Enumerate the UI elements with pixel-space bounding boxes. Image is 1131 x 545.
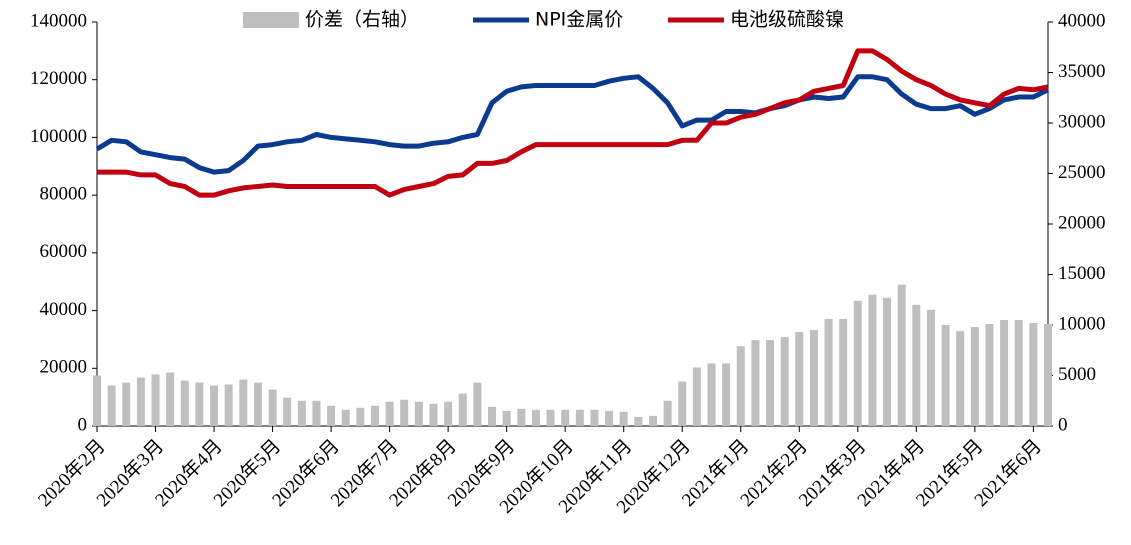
bar — [956, 331, 965, 426]
bar — [136, 377, 145, 426]
legend-label: 价差（右轴） — [305, 9, 419, 31]
y2-tick-label: 25000 — [1058, 162, 1106, 183]
legend-swatch — [243, 12, 299, 28]
bar — [824, 318, 833, 426]
bar — [868, 294, 877, 426]
bar — [692, 367, 701, 426]
bar — [297, 400, 306, 426]
y-tick-label: 20000 — [40, 357, 88, 378]
bar — [780, 337, 789, 426]
bar — [458, 393, 467, 426]
bar — [1000, 319, 1009, 426]
y2-tick-label: 0 — [1058, 414, 1068, 435]
bar — [1044, 323, 1052, 426]
bar — [268, 389, 277, 426]
y-tick-label: 40000 — [40, 299, 88, 320]
bar — [883, 297, 892, 426]
y2-tick-label: 5000 — [1058, 364, 1096, 385]
bar — [619, 411, 628, 426]
bar — [985, 323, 994, 426]
bar — [444, 401, 453, 426]
line — [97, 48, 1049, 198]
bar — [561, 409, 570, 426]
legend-label: NPI金属价 — [535, 9, 623, 31]
y2-tick-label: 20000 — [1058, 212, 1106, 233]
y2-tick-label: 40000 — [1058, 10, 1106, 31]
bar — [151, 374, 160, 426]
bar — [722, 363, 731, 426]
bar — [1029, 322, 1038, 426]
bar — [590, 409, 599, 426]
y2-tick-label: 35000 — [1058, 61, 1106, 82]
y2-tick-label: 15000 — [1058, 263, 1106, 284]
bar — [648, 415, 657, 426]
y-tick-label: 100000 — [30, 126, 87, 147]
y-tick-label: 60000 — [40, 241, 88, 262]
bar — [546, 409, 555, 426]
bar — [283, 397, 292, 426]
bar — [634, 416, 643, 426]
bar — [107, 385, 116, 426]
bar — [853, 300, 862, 426]
line — [95, 74, 1050, 175]
bar — [897, 284, 906, 426]
y-tick-label: 0 — [78, 414, 88, 435]
bar — [224, 384, 233, 426]
bar — [926, 309, 935, 426]
bar — [429, 403, 438, 426]
bar — [766, 340, 775, 426]
bar — [517, 408, 526, 426]
bar — [400, 399, 409, 426]
bar — [93, 375, 101, 426]
bar — [1014, 319, 1023, 426]
bar — [736, 346, 745, 426]
bar — [488, 406, 497, 426]
bar — [678, 381, 687, 426]
bar — [663, 400, 672, 426]
bar — [239, 379, 248, 426]
bar — [751, 340, 760, 426]
bar — [473, 382, 482, 426]
bar — [531, 409, 540, 426]
bar — [970, 327, 979, 426]
bar — [370, 405, 379, 426]
bar — [210, 385, 219, 426]
y-tick-label: 140000 — [30, 10, 87, 31]
bar — [795, 332, 804, 426]
legend-label: 电池级硫酸镍 — [730, 9, 844, 31]
bar — [312, 400, 321, 426]
y-tick-label: 120000 — [30, 68, 87, 89]
bar — [707, 363, 716, 426]
bar — [341, 409, 350, 426]
bar — [385, 401, 394, 426]
bar — [356, 407, 365, 426]
bar — [253, 382, 262, 426]
bar — [605, 410, 614, 426]
bar — [327, 405, 336, 426]
bar — [941, 325, 950, 426]
bar — [502, 410, 511, 426]
bar — [575, 409, 584, 426]
bar — [809, 330, 818, 426]
y2-tick-label: 30000 — [1058, 111, 1106, 132]
bar — [912, 304, 921, 426]
bar — [414, 401, 423, 426]
bar — [180, 380, 189, 426]
bar — [195, 382, 204, 426]
bar — [839, 318, 848, 426]
y-tick-label: 80000 — [40, 184, 88, 205]
bar — [166, 372, 175, 426]
bar — [122, 382, 131, 426]
y2-tick-label: 10000 — [1058, 313, 1106, 334]
